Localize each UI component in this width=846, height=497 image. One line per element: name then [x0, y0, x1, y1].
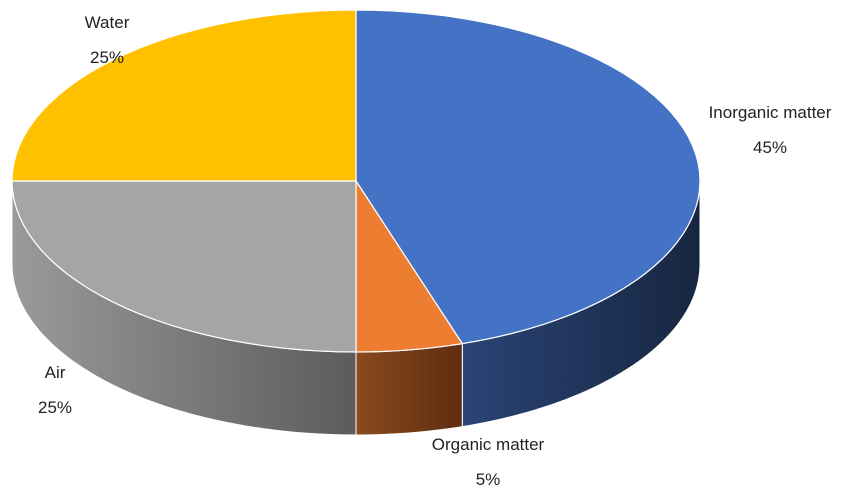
slice-label-organic-matter: Organic matter 5%: [432, 427, 544, 497]
pie-chart: Inorganic matter 45% Organic matter 5% A…: [11, 5, 832, 489]
pie-slice-inorganic-matter: [355, 9, 701, 345]
slice-label-text: Inorganic matter: [708, 103, 832, 122]
pie-slice-air: [11, 180, 357, 353]
pie-side-organic-matter: [355, 343, 463, 436]
slice-label-text: Air: [44, 363, 66, 382]
pie-slice-water: [11, 9, 357, 182]
slice-label-water: Water 25%: [85, 5, 130, 75]
slice-label-inorganic-matter: Inorganic matter 45%: [709, 95, 832, 165]
slice-value-text: 25%: [89, 48, 125, 67]
pie-chart-svg: [11, 9, 701, 436]
slice-value-text: 25%: [37, 398, 73, 417]
slice-value-text: 45%: [752, 138, 788, 157]
slice-label-air: Air 25%: [38, 355, 72, 425]
pie-slice-organic-matter: [355, 178, 464, 353]
slice-label-text: Water: [84, 13, 130, 32]
slice-value-text: 5%: [475, 470, 501, 489]
slice-label-text: Organic matter: [431, 435, 545, 454]
